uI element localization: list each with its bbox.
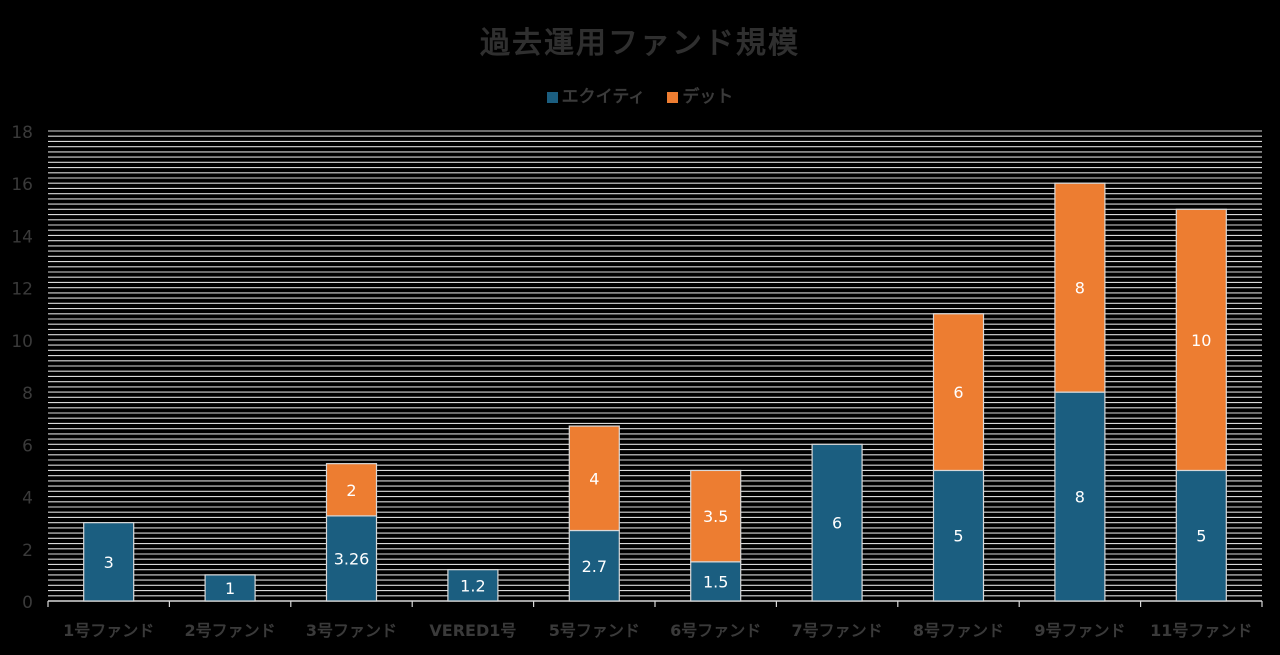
bar-debt	[690, 469, 742, 563]
bar-equity	[204, 574, 256, 602]
y-tick-label: 14	[11, 227, 33, 247]
x-tick-label: 2号ファンド	[185, 621, 276, 640]
data-label: 1	[225, 579, 235, 598]
x-tick-label: 1号ファンド	[63, 621, 154, 640]
x-tick-label: 11号ファンド	[1150, 621, 1252, 640]
bar-equity	[568, 529, 620, 602]
bar-equity	[932, 469, 985, 602]
x-tick-label: 9号ファンド	[1034, 621, 1125, 640]
y-tick-label: 8	[22, 384, 33, 404]
data-label: 5	[953, 527, 963, 546]
data-label: 8	[1075, 279, 1085, 298]
x-tick-label: 6号ファンド	[670, 621, 761, 640]
legend-swatch-debt	[667, 92, 679, 103]
bar-equity	[1175, 469, 1227, 602]
data-label: 6	[953, 383, 963, 402]
legend-item-equity: エクイティ	[546, 82, 646, 107]
legend-label-equity: エクイティ	[561, 87, 646, 107]
bar-debt	[932, 313, 985, 472]
y-tick-label: 0	[22, 593, 33, 613]
y-tick-label: 6	[22, 436, 33, 456]
data-label: 3.26	[334, 549, 370, 568]
x-tick-label: VERED1号	[429, 621, 516, 640]
data-label: 1.2	[460, 576, 485, 595]
bar-equity	[1054, 391, 1106, 602]
data-label: 1.5	[703, 572, 728, 591]
data-label: 8	[1075, 488, 1085, 507]
y-tick-label: 16	[11, 175, 33, 195]
data-label: 10	[1191, 331, 1211, 350]
bar-debt	[1054, 182, 1106, 393]
y-tick-label: 18	[11, 123, 33, 143]
bar-equity	[690, 561, 742, 602]
y-tick-label: 4	[22, 489, 33, 509]
data-label: 3.5	[703, 507, 728, 526]
bar-equity	[811, 443, 863, 602]
legend: エクイティ デット	[0, 82, 1280, 107]
chart-title: 過去運用ファンド規模	[480, 26, 800, 61]
x-tick-label: 8号ファンド	[913, 621, 1004, 640]
y-tick-label: 10	[11, 332, 33, 352]
y-tick-label: 2	[22, 541, 33, 561]
bar-equity	[447, 569, 499, 602]
data-label: 6	[832, 514, 842, 533]
bar-equity	[83, 522, 135, 602]
data-label: 3	[104, 553, 114, 572]
bar-debt	[1175, 208, 1227, 472]
legend-item-debt: デット	[667, 82, 733, 107]
bar-debt	[325, 463, 378, 517]
data-label: 2.7	[582, 557, 607, 576]
y-tick-label: 12	[11, 280, 33, 300]
legend-swatch-equity	[546, 92, 558, 103]
bar-debt	[568, 425, 620, 532]
x-tick-label: 7号ファンド	[792, 621, 883, 640]
legend-label-debt: デット	[682, 87, 734, 107]
x-tick-label: 5号ファンド	[549, 621, 640, 640]
data-label: 4	[589, 469, 599, 488]
data-label: 5	[1196, 527, 1206, 546]
data-label: 2	[346, 481, 356, 500]
x-tick-label: 3号ファンド	[306, 621, 397, 640]
